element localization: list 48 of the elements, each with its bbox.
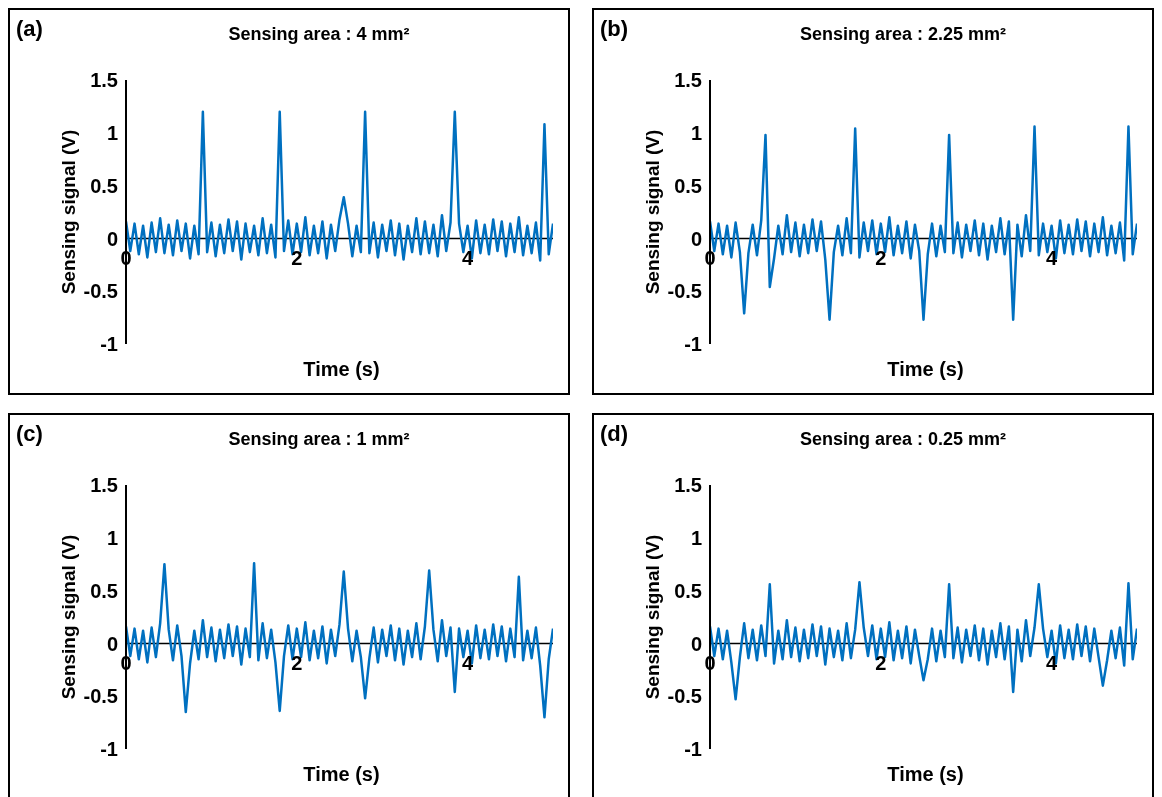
y-tick-label: 1.5 [90, 69, 118, 92]
y-tick-label: -1 [684, 333, 702, 356]
y-tick-label: 1 [106, 526, 118, 549]
y-tick-label: 0 [690, 227, 702, 250]
chart-title: Sensing area : 0.25 mm² [798, 429, 1008, 450]
x-tick-label: 2 [291, 652, 303, 675]
x-axis-title: Time (s) [302, 763, 381, 786]
text: (d) [600, 421, 629, 446]
y-axis-title: Sensing signal (V) [641, 534, 663, 700]
x-tick-label: 4 [1046, 247, 1059, 270]
x-tick-label: 4 [1046, 652, 1059, 675]
y-tick-label: 0.5 [674, 579, 702, 602]
text: (b) [600, 16, 629, 41]
x-axis-title: Time (s) [302, 358, 381, 381]
chart-title: Sensing area : 2.25 mm² [798, 24, 1008, 45]
y-tick-label: 1 [690, 526, 702, 549]
y-tick-label: -1 [100, 333, 118, 356]
y-axis-title: Sensing signal (V) [57, 129, 79, 295]
y-tick-label: -0.5 [83, 685, 118, 708]
y-tick-label: -0.5 [667, 685, 702, 708]
y-tick-label: 0 [106, 632, 118, 655]
y-tick-label: 1.5 [674, 474, 702, 497]
chart-title: Sensing area : 4 mm² [227, 24, 411, 45]
y-tick-label: 1.5 [90, 474, 118, 497]
y-tick-label: -1 [684, 738, 702, 761]
chart-title: Sensing area : 1 mm² [227, 429, 411, 450]
y-tick-label: 0.5 [90, 174, 118, 197]
x-tick-label: 4 [462, 652, 475, 675]
text: (c) [16, 421, 43, 446]
y-axis-title: Sensing signal (V) [57, 534, 79, 700]
y-tick-label: 1 [106, 121, 118, 144]
y-tick-label: 0 [690, 632, 702, 655]
y-tick-label: 0.5 [674, 174, 702, 197]
x-tick-label: 2 [875, 247, 887, 270]
y-tick-label: -1 [100, 738, 118, 761]
x-tick-label: 2 [875, 652, 887, 675]
y-tick-label: -0.5 [83, 280, 118, 303]
x-tick-label: 2 [291, 247, 303, 270]
y-tick-label: 1 [690, 121, 702, 144]
x-axis-title: Time (s) [886, 763, 965, 786]
y-axis-title: Sensing signal (V) [641, 129, 663, 295]
y-tick-label: -0.5 [667, 280, 702, 303]
text: (a) [16, 16, 43, 41]
y-tick-label: 0 [106, 227, 118, 250]
x-tick-label: 4 [462, 247, 475, 270]
x-axis-title: Time (s) [886, 358, 965, 381]
y-tick-label: 0.5 [90, 579, 118, 602]
y-tick-label: 1.5 [674, 69, 702, 92]
